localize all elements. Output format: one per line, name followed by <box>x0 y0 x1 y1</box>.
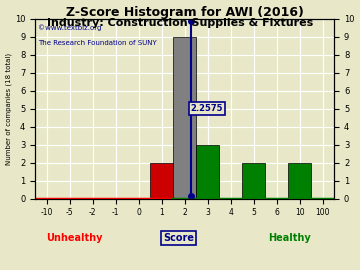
Text: Unhealthy: Unhealthy <box>46 233 102 243</box>
Text: Healthy: Healthy <box>268 233 311 243</box>
Bar <box>196 145 219 199</box>
Text: 2.2575: 2.2575 <box>190 104 223 113</box>
Title: Z-Score Histogram for AWI (2016): Z-Score Histogram for AWI (2016) <box>66 6 303 19</box>
Bar <box>242 163 265 199</box>
Bar <box>150 163 173 199</box>
Text: Industry: Construction Supplies & Fixtures: Industry: Construction Supplies & Fixtur… <box>47 18 313 28</box>
Bar <box>288 163 311 199</box>
Y-axis label: Number of companies (18 total): Number of companies (18 total) <box>5 53 12 165</box>
Bar <box>173 36 196 199</box>
Text: Score: Score <box>163 233 194 243</box>
Text: ©www.textbiz.org: ©www.textbiz.org <box>38 24 102 31</box>
Text: The Research Foundation of SUNY: The Research Foundation of SUNY <box>38 40 157 46</box>
